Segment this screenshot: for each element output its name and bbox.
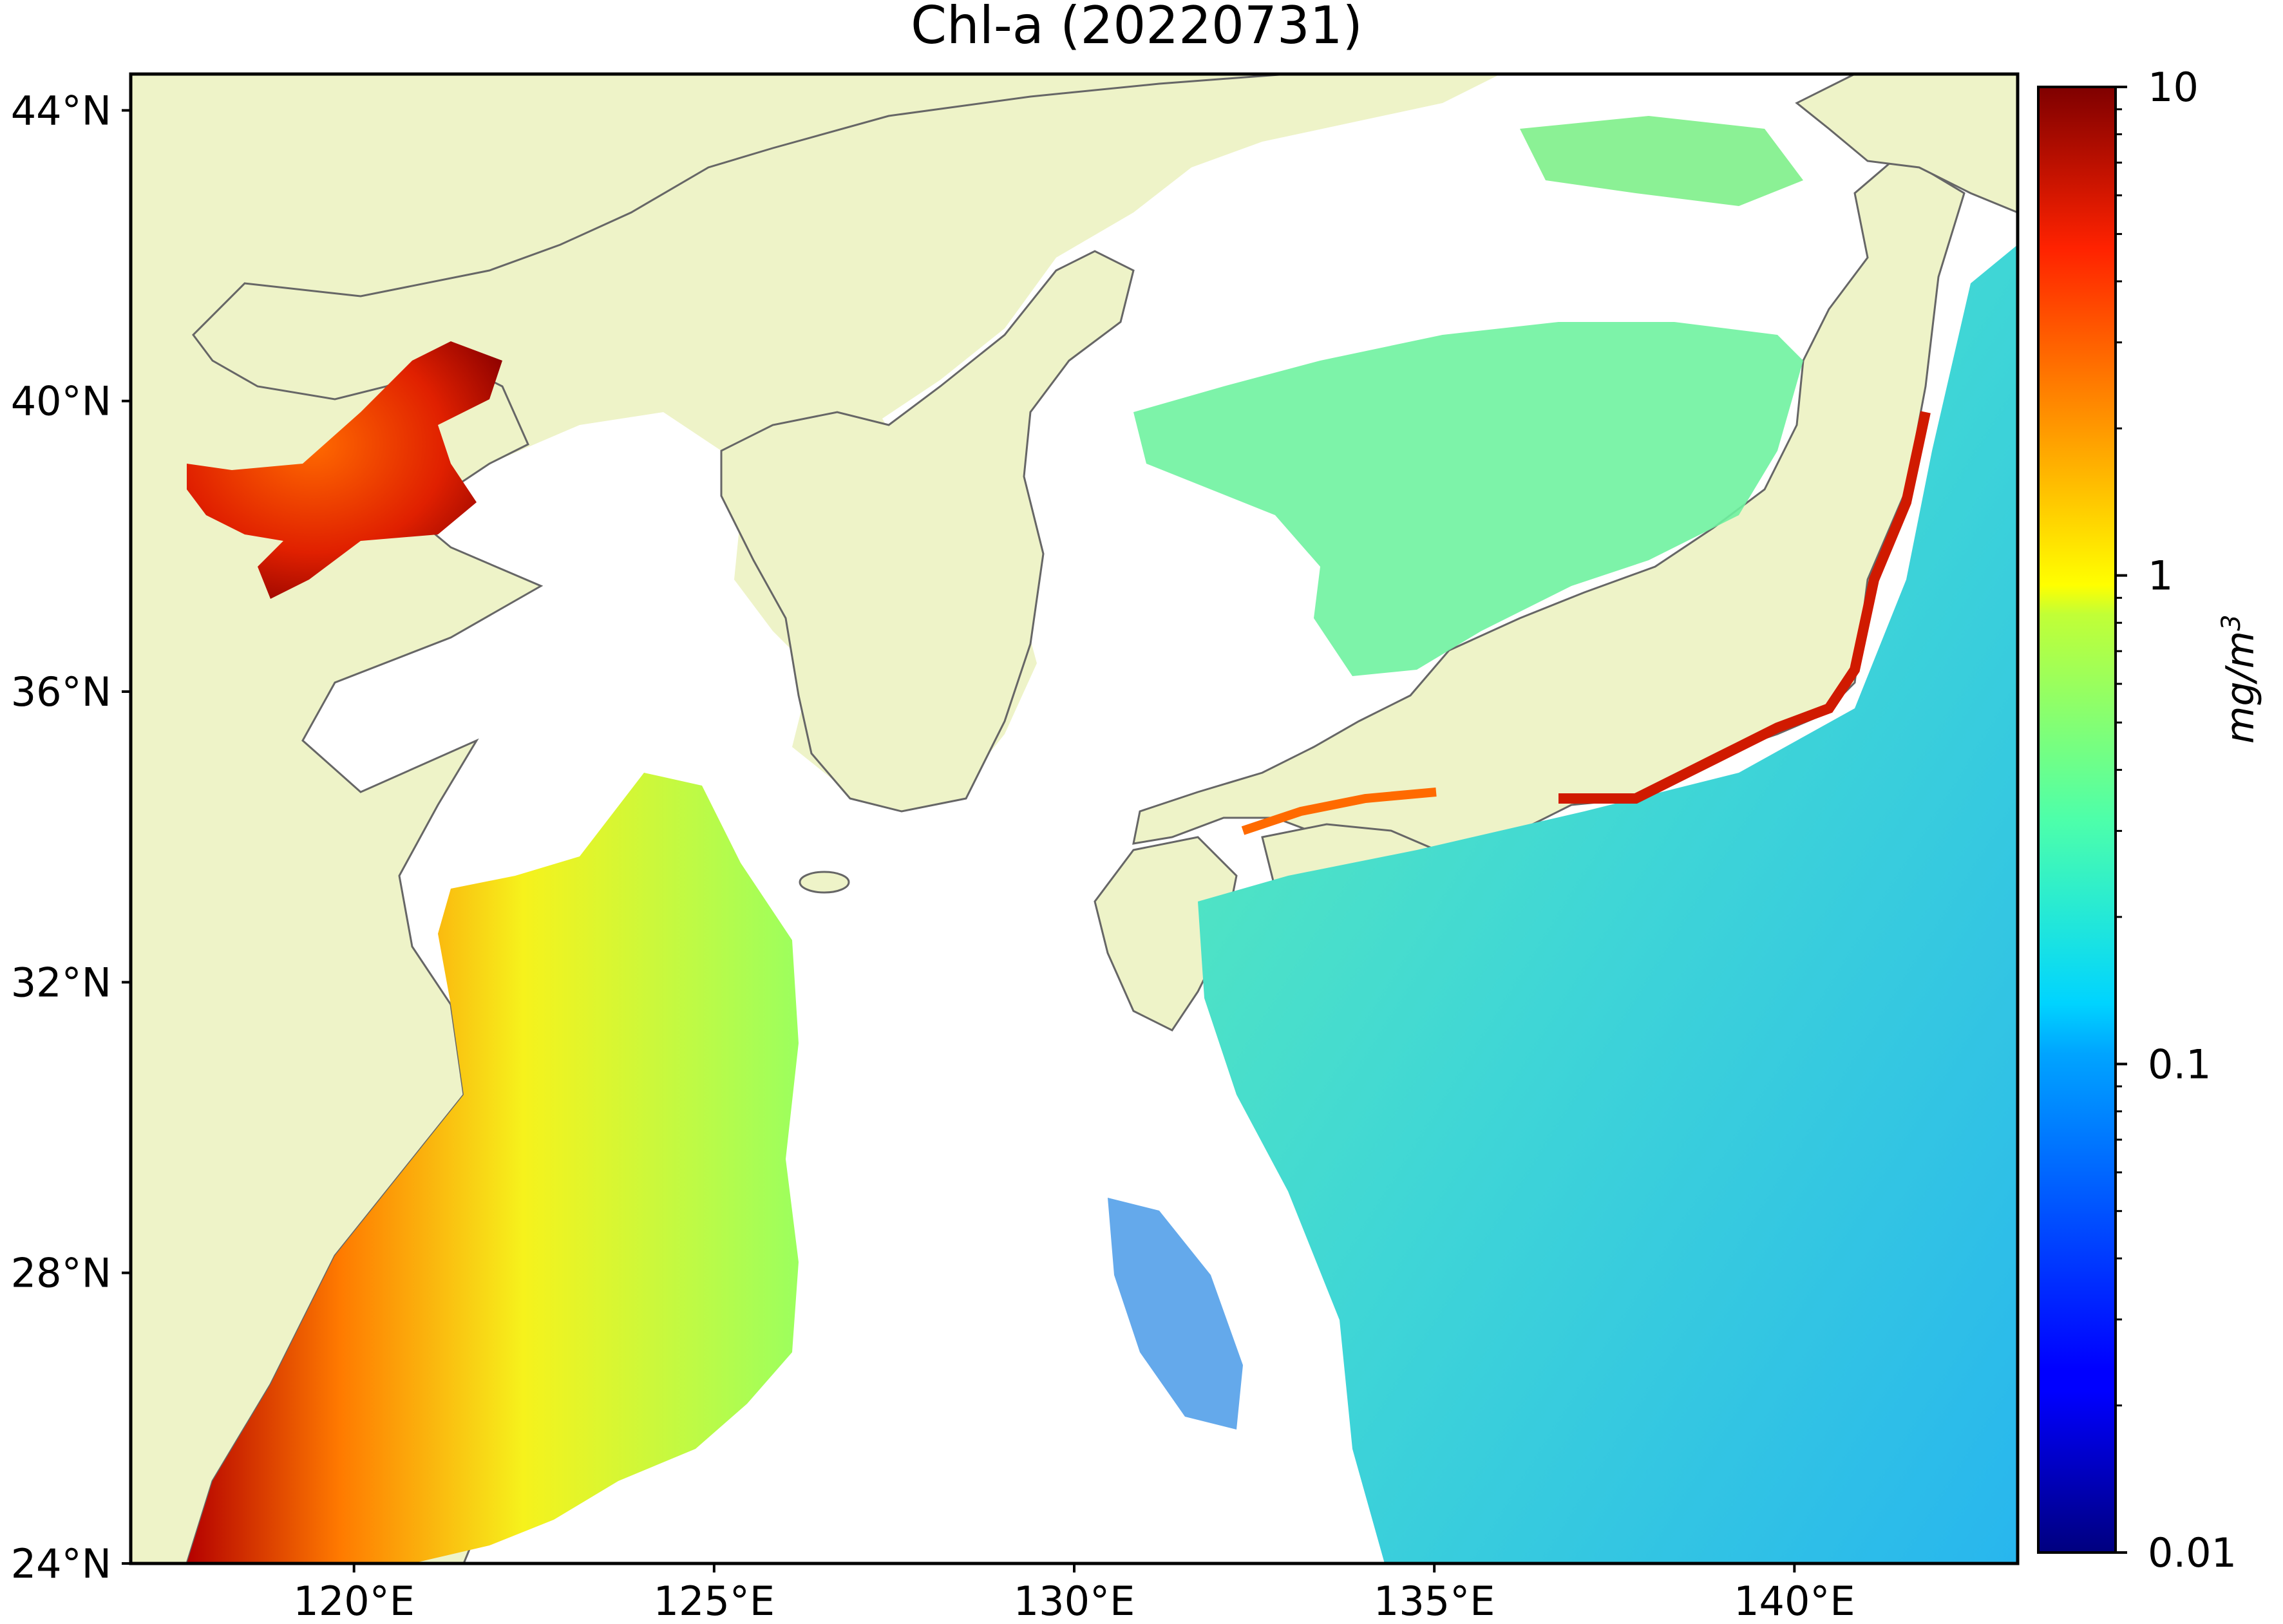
colorbar-ticks: 10 1 0.1 0.01 [2116,64,2237,1576]
lat-tick-label: 32°N [11,959,111,1006]
okhotsk-chl [1520,116,1803,206]
korea-peninsula [720,250,1135,813]
longitude-ticks: 120°E 125°E 130°E 135°E 140°E [293,1563,1855,1624]
bohai-sea-bloom [187,341,502,599]
japan-kyushu [1094,836,1238,1032]
lat-tick-label: 28°N [11,1250,111,1297]
lat-tick-label: 36°N [11,668,111,715]
east-china-sea-plume [187,773,799,1563]
seto-inland-bloom [1241,788,1437,835]
lat-tick-label: 40°N [11,378,111,425]
sea-of-japan-chl [1133,322,1803,676]
japan-coastal-bloom [1558,411,1931,804]
colorbar-tick-label: 10 [2148,64,2199,111]
latitude-ticks: 44°N 40°N 36°N 32°N 28°N 24°N [11,87,131,1587]
colorbar-tick-label: 0.1 [2148,1041,2212,1088]
colorbar [2037,86,2117,1554]
colorbar-tick-label: 0.01 [2148,1529,2237,1576]
pacific-chl [1198,245,2018,1563]
lon-tick-label: 130°E [1014,1578,1135,1624]
lat-tick-label: 24°N [11,1540,111,1587]
lon-tick-label: 140°E [1734,1578,1855,1624]
colorbar-unit-label: mg/m3 [2217,614,2263,744]
jeju-island [799,871,850,894]
lat-tick-label: 44°N [11,87,111,134]
lon-tick-label: 135°E [1374,1578,1495,1624]
map-panel [131,74,2018,1563]
ryukyu-low-chl [1108,1198,1243,1430]
japan-hokkaido [1795,74,2018,214]
lon-tick-label: 120°E [293,1578,415,1624]
lon-tick-label: 125°E [654,1578,775,1624]
colorbar-tick-label: 1 [2148,552,2173,600]
map-title: Chl-a (20220731) [911,0,1363,55]
